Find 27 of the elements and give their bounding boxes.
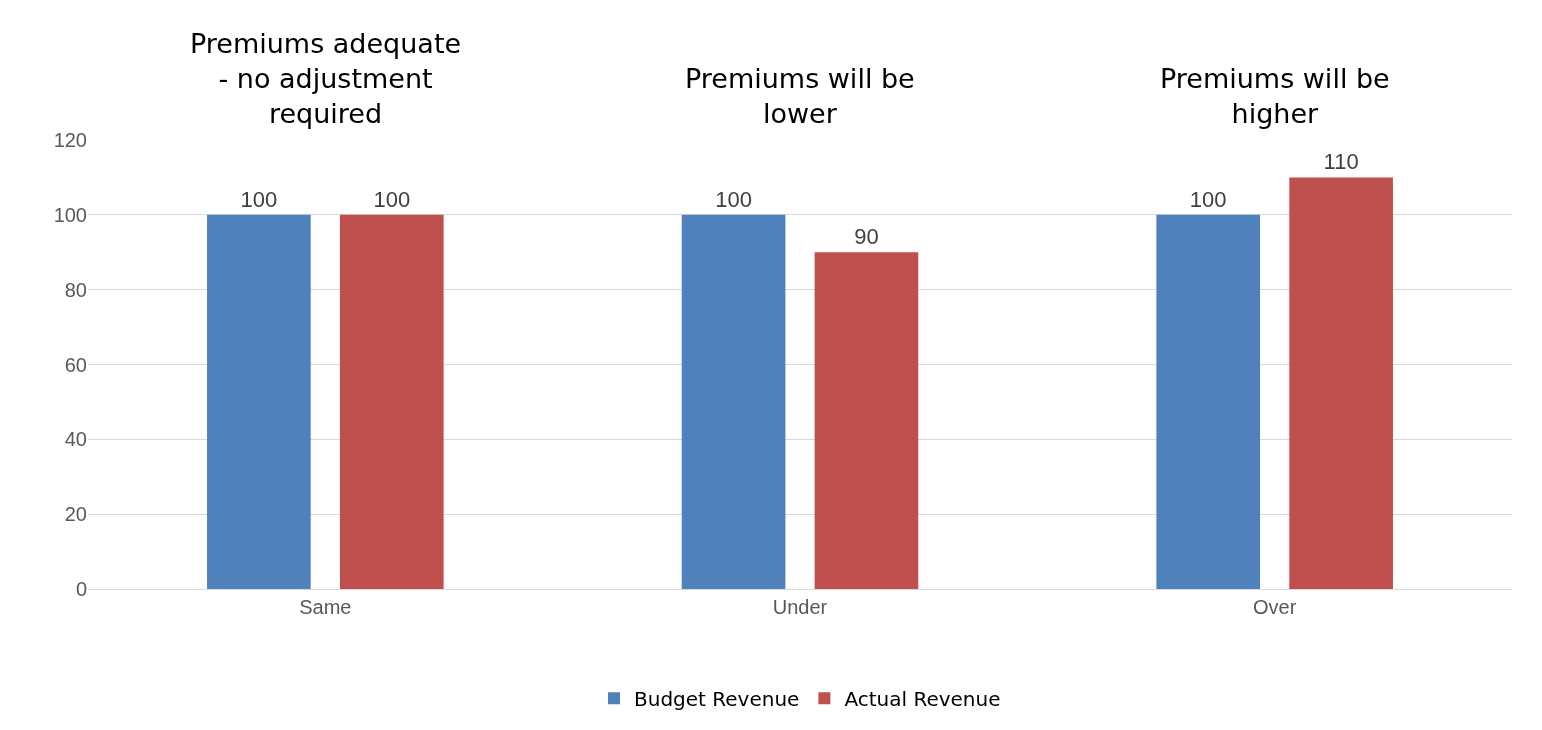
data-label: 110 bbox=[1323, 149, 1359, 175]
bar bbox=[1289, 177, 1393, 589]
x-tick-label: Under bbox=[772, 596, 828, 618]
legend-label: Budget Revenue bbox=[634, 687, 800, 712]
bar bbox=[814, 252, 919, 589]
y-tick-label: 120 bbox=[53, 129, 87, 151]
data-label: 90 bbox=[854, 224, 879, 250]
bar bbox=[339, 214, 444, 589]
legend-label: Actual Revenue bbox=[844, 687, 1001, 712]
y-tick-label: 60 bbox=[64, 353, 87, 376]
y-tick-label: 0 bbox=[75, 578, 87, 600]
text: Premiums adequate - no adjustment required bbox=[190, 28, 462, 130]
y-tick-label: 80 bbox=[64, 278, 87, 301]
data-label: 100 bbox=[373, 186, 411, 212]
data-label: 100 bbox=[715, 186, 752, 212]
y-tick-label: 40 bbox=[64, 428, 87, 451]
data-label: 100 bbox=[1189, 186, 1227, 212]
bar bbox=[681, 214, 786, 589]
bar bbox=[207, 214, 311, 589]
text: Premiums will be lower bbox=[685, 63, 915, 130]
y-tick-label: 100 bbox=[53, 203, 87, 226]
x-tick-label: Over bbox=[1253, 596, 1297, 618]
data-label: 100 bbox=[240, 186, 278, 212]
y-tick-label: 20 bbox=[64, 503, 87, 526]
text: Premiums will be higher bbox=[1160, 63, 1390, 130]
x-tick-label: Same bbox=[299, 596, 352, 618]
bar bbox=[1156, 214, 1261, 589]
